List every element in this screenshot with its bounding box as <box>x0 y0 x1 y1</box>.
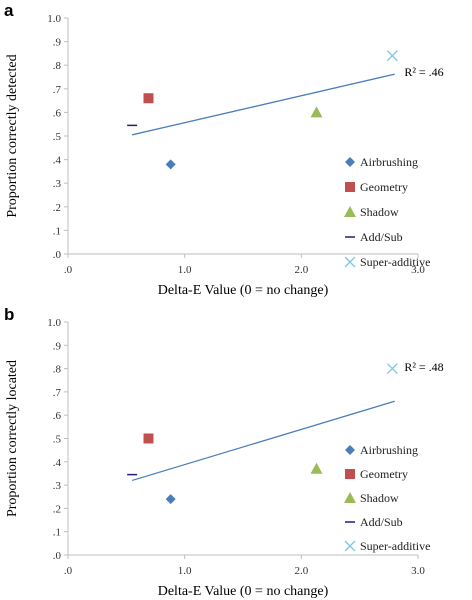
panel-b-legend: Airbrushing Geometry Shadow Add/Sub Super-ad… <box>344 443 430 553</box>
panel-a-x-tick-label-0: .0 <box>64 264 73 276</box>
panel-a-x-axis-title: Delta-E Value (0 = no change) <box>158 283 329 298</box>
panel-a-label: a <box>4 1 14 20</box>
panel-a-legend: Airbrushing Geometry Shadow Add/Sub Super-ad… <box>344 155 430 269</box>
panel-b-x-tick-label-0: .0 <box>64 565 73 577</box>
panel-b-point-super-additive-0-stroke-2 <box>386 363 398 375</box>
panel-b-point-super-additive-0 <box>386 363 398 375</box>
panel-a-y-tick-label-4: .4 <box>53 155 62 167</box>
panel-b-legend-marker-airbrushing <box>345 445 355 455</box>
panel-a-legend-label-geometry: Geometry <box>360 180 408 194</box>
panel-a-y-tick-label-8: .8 <box>53 60 62 72</box>
panel-a-legend-marker-airbrushing <box>345 157 355 167</box>
panel-a-y-tick-label-10: 1.0 <box>47 13 61 25</box>
panel-b-y-tick-label-4: .4 <box>53 457 62 469</box>
panel-a-point-geometry-0 <box>143 93 154 104</box>
panel-b-x-tick-label-3: 3.0 <box>411 565 425 577</box>
panel-a-point-airbrushing-0 <box>165 159 176 170</box>
panel-a-legend-marker-geometry <box>345 182 355 192</box>
panel-a-y-tick-label-7: .7 <box>53 84 62 96</box>
panel-a-legend-label-super-additive: Super-additive <box>360 255 430 269</box>
panel-b-point-airbrushing-0 <box>165 494 176 505</box>
panel-b-legend-marker-shadow <box>344 492 356 503</box>
panel-b-y-tick-label-5: .5 <box>53 434 62 446</box>
panel-a-point-super-additive-0-stroke-2 <box>386 50 398 62</box>
panel-a-legend-label-shadow: Shadow <box>360 205 399 219</box>
panel-b-y-tick-label-10: 1.0 <box>47 317 61 329</box>
panel-b-trendline <box>131 400 395 482</box>
panel-a-x-tick-label-1: 1.0 <box>178 264 192 276</box>
panel-b-legend-marker-super-additive <box>344 540 356 552</box>
panel-a-x-tick-label-3: 3.0 <box>411 264 425 276</box>
panel-b-y-tick-label-0: .0 <box>53 550 62 562</box>
panel-b-label: b <box>4 305 14 324</box>
panel-a-point-super-additive-0 <box>386 50 398 62</box>
panel-a: a .0 .1 .2 .3 .4 .5 .6 .7 .8 .9 1.0 .0 1.0 2.0 3.0 Delta… <box>4 1 444 298</box>
panel-b-x-axis-title: Delta-E Value (0 = no change) <box>158 584 329 599</box>
panel-a-y-tick-label-1: .1 <box>53 225 61 237</box>
panel-b-legend-label-airbrushing: Airbrushing <box>360 443 418 457</box>
panel-b-legend-marker-geometry <box>345 469 355 479</box>
panel-a-legend-marker-super-additive <box>344 256 356 268</box>
panel-a-legend-marker-shadow <box>344 206 356 217</box>
panel-b-x-tick-label-1: 1.0 <box>178 565 192 577</box>
panel-a-y-tick-label-6: .6 <box>53 107 62 119</box>
panel-b: b .0 .1 .2 .3 .4 .5 .6 .7 .8 .9 1.0 .0 1.0 2.0 3.0 Delta… <box>4 305 444 599</box>
panel-b-y-tick-label-1: .1 <box>53 527 61 539</box>
panel-b-y-tick-label-2: .2 <box>53 503 61 515</box>
panel-a-y-tick-label-9: .9 <box>53 37 62 49</box>
panel-b-legend-label-add-sub: Add/Sub <box>360 515 403 529</box>
panel-a-point-shadow-0 <box>310 106 323 118</box>
panel-b-point-shadow-0 <box>310 462 323 474</box>
panel-a-legend-marker-super-additive-stroke-2 <box>344 256 356 268</box>
panel-a-x-tick-label-2: 2.0 <box>294 264 308 276</box>
panel-a-legend-label-add-sub: Add/Sub <box>360 230 403 244</box>
panel-b-y-tick-label-8: .8 <box>53 364 62 376</box>
panel-b-legend-label-super-additive: Super-additive <box>360 539 430 553</box>
panel-b-legend-marker-super-additive-stroke-2 <box>344 540 356 552</box>
panel-b-legend-label-shadow: Shadow <box>360 491 399 505</box>
panel-a-y-axis-title: Proportion correctly detected <box>5 54 20 217</box>
panel-a-trendline <box>132 73 395 136</box>
panel-b-y-tick-label-6: .6 <box>53 410 62 422</box>
panel-b-y-tick-label-7: .7 <box>53 387 62 399</box>
panel-b-point-geometry-0 <box>143 433 154 444</box>
panel-b-legend-label-geometry: Geometry <box>360 467 408 481</box>
panel-a-y-tick-label-5: .5 <box>53 131 62 143</box>
panel-b-y-tick-label-3: .3 <box>53 480 62 492</box>
panel-a-y-tick-label-3: .3 <box>53 178 62 190</box>
panel-b-x-tick-label-2: 2.0 <box>294 565 308 577</box>
panel-a-y-tick-label-2: .2 <box>53 202 61 214</box>
panel-b-r-squared-label: R² = .48 <box>404 360 443 374</box>
panel-a-y-tick-label-0: .0 <box>53 249 62 261</box>
panel-a-r-squared-label: R² = .46 <box>404 65 443 79</box>
panel-a-legend-label-airbrushing: Airbrushing <box>360 155 418 169</box>
panel-b-y-tick-label-9: .9 <box>53 340 62 352</box>
panel-b-y-axis-title: Proportion correctly located <box>5 360 20 517</box>
